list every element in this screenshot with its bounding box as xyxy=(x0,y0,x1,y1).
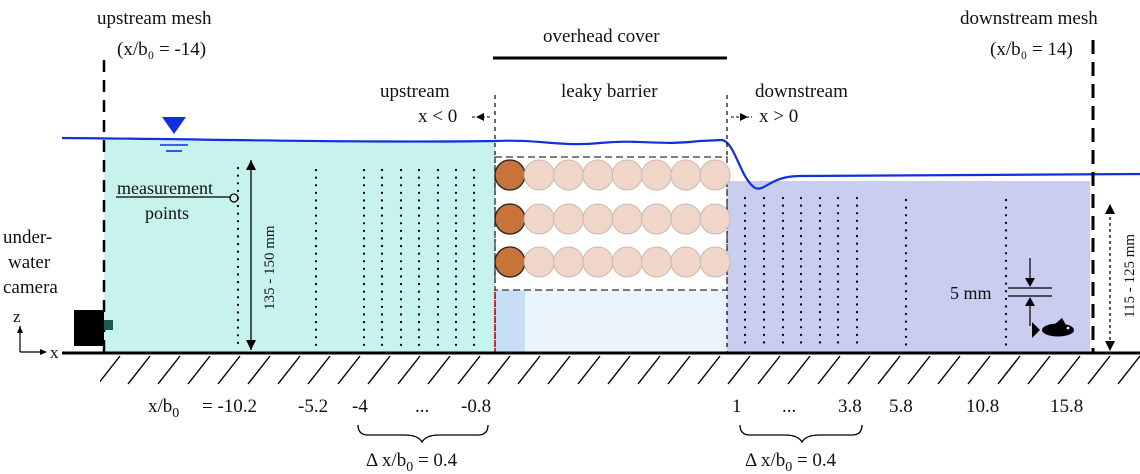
position-label: 5.8 xyxy=(889,396,913,417)
position-label: 10.8 xyxy=(966,396,999,417)
log xyxy=(611,203,643,235)
log xyxy=(641,159,672,191)
camera-label-line1: under- xyxy=(3,227,52,248)
log-front xyxy=(494,203,526,235)
water-surface-line xyxy=(61,136,1140,190)
log xyxy=(523,203,555,235)
fish-icon xyxy=(1032,318,1074,338)
overhead-cover-label: overhead cover xyxy=(543,26,660,47)
log xyxy=(582,203,614,235)
position-label: -0.8 xyxy=(461,396,491,417)
measurement-label: measurement xyxy=(117,178,213,198)
barrier-logs xyxy=(494,159,731,278)
upstream-label: upstream xyxy=(380,81,450,102)
measurement-points-grid xyxy=(236,166,1008,352)
log-front xyxy=(494,246,526,278)
log xyxy=(611,159,643,191)
upstream-water-region xyxy=(104,140,495,353)
log xyxy=(670,246,702,278)
log xyxy=(553,246,585,278)
downstream-spacing-brace xyxy=(739,424,863,444)
log xyxy=(641,246,672,278)
upstream-spacing-brace xyxy=(357,424,489,444)
log xyxy=(699,203,731,235)
position-label: 1 xyxy=(732,396,742,417)
downstream-spacing-label: Δ x/b0 = 0.4 xyxy=(745,450,837,474)
downstream-mesh-label: downstream mesh xyxy=(960,8,1098,29)
log xyxy=(553,203,585,235)
upstream-depth-label: 135 - 150 mm xyxy=(262,225,278,310)
log xyxy=(699,246,731,278)
axis-z-label: z xyxy=(13,307,21,326)
position-label: ... xyxy=(415,396,429,417)
upstream-condition: x < 0 xyxy=(418,106,457,127)
position-label: 3.8 xyxy=(838,396,862,417)
log xyxy=(699,159,731,191)
log xyxy=(670,159,702,191)
downstream-label: downstream xyxy=(755,81,848,102)
water-level-icon xyxy=(162,117,186,134)
log xyxy=(523,246,555,278)
underwater-camera xyxy=(74,310,104,346)
barrier-gap-region xyxy=(495,290,525,353)
xb0-axis-label: x/b0 xyxy=(148,396,179,421)
log xyxy=(582,246,614,278)
barrier-area-region xyxy=(525,290,727,353)
log xyxy=(553,159,585,191)
downstream-condition: x > 0 xyxy=(759,106,798,127)
leaky-barrier-label: leaky barrier xyxy=(561,81,658,102)
camera-label-line3: camera xyxy=(3,277,58,298)
position-label: -4 xyxy=(352,396,368,417)
log xyxy=(641,203,672,235)
position-labels: -5.2 -4... -0.8 1... 3.8 5.8 10.8 15.8 xyxy=(298,396,1083,417)
log xyxy=(523,159,555,191)
log xyxy=(582,159,614,191)
floor-hatching xyxy=(100,355,1140,385)
downstream-depth-label: 115 - 125 mm xyxy=(1122,234,1138,318)
position-label: ... xyxy=(782,396,796,417)
camera-label-line2: water xyxy=(8,252,51,273)
log xyxy=(670,203,702,235)
axis-x-label: x xyxy=(50,343,59,362)
position-label: 15.8 xyxy=(1050,396,1083,417)
position-first: = -10.2 xyxy=(202,396,257,417)
upstream-spacing-label: Δ x/b0 = 0.4 xyxy=(366,450,458,474)
log xyxy=(611,246,643,278)
spacing-5mm-label: 5 mm xyxy=(950,283,992,303)
position-label: -5.2 xyxy=(298,396,328,417)
log-front xyxy=(494,159,526,191)
upstream-mesh-label: upstream mesh xyxy=(97,8,212,29)
points-label: points xyxy=(145,203,189,223)
upstream-mesh-position: (x/b₀ = -14) xyxy=(117,39,206,60)
downstream-mesh-position: (x/b₀ = 14) xyxy=(990,39,1073,60)
